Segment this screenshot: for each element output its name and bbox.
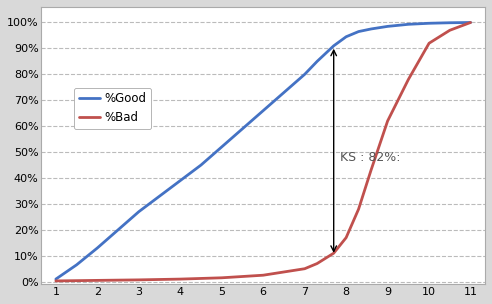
%Good xyxy=(405,22,411,26)
%Bad xyxy=(405,78,411,81)
%Good xyxy=(94,246,100,250)
%Bad xyxy=(302,267,308,271)
%Good xyxy=(260,109,266,112)
%Good xyxy=(368,27,374,31)
%Good xyxy=(177,179,183,182)
%Good xyxy=(331,44,337,48)
%Bad xyxy=(426,41,432,45)
%Good xyxy=(314,60,320,63)
%Good xyxy=(53,277,59,281)
%Good xyxy=(356,30,362,33)
%Good xyxy=(74,263,80,267)
%Bad xyxy=(322,257,328,260)
Text: KS : 82%:: KS : 82%: xyxy=(340,151,400,164)
%Good xyxy=(343,35,349,39)
%Bad xyxy=(53,279,59,283)
%Bad xyxy=(343,236,349,240)
%Bad xyxy=(385,119,391,123)
%Good xyxy=(136,210,142,213)
%Good xyxy=(281,91,287,94)
%Bad xyxy=(331,251,337,255)
Legend: %Good, %Bad: %Good, %Bad xyxy=(74,88,151,129)
%Good xyxy=(385,25,391,28)
%Bad xyxy=(94,278,100,282)
%Bad xyxy=(136,278,142,282)
%Good xyxy=(322,52,328,55)
%Good xyxy=(219,145,225,149)
%Good xyxy=(302,73,308,76)
%Good xyxy=(467,21,473,24)
%Bad xyxy=(219,276,225,280)
%Bad xyxy=(314,262,320,265)
%Good xyxy=(240,127,246,131)
%Bad xyxy=(177,277,183,281)
%Bad xyxy=(260,273,266,277)
Line: %Good: %Good xyxy=(56,22,470,279)
%Good xyxy=(198,163,204,167)
%Good xyxy=(426,22,432,25)
Line: %Bad: %Bad xyxy=(56,22,470,281)
%Bad xyxy=(447,29,453,32)
%Good xyxy=(447,21,453,25)
%Good xyxy=(115,228,121,232)
%Bad xyxy=(467,21,473,24)
%Good xyxy=(156,194,162,198)
%Bad xyxy=(368,168,374,172)
%Bad xyxy=(356,207,362,211)
